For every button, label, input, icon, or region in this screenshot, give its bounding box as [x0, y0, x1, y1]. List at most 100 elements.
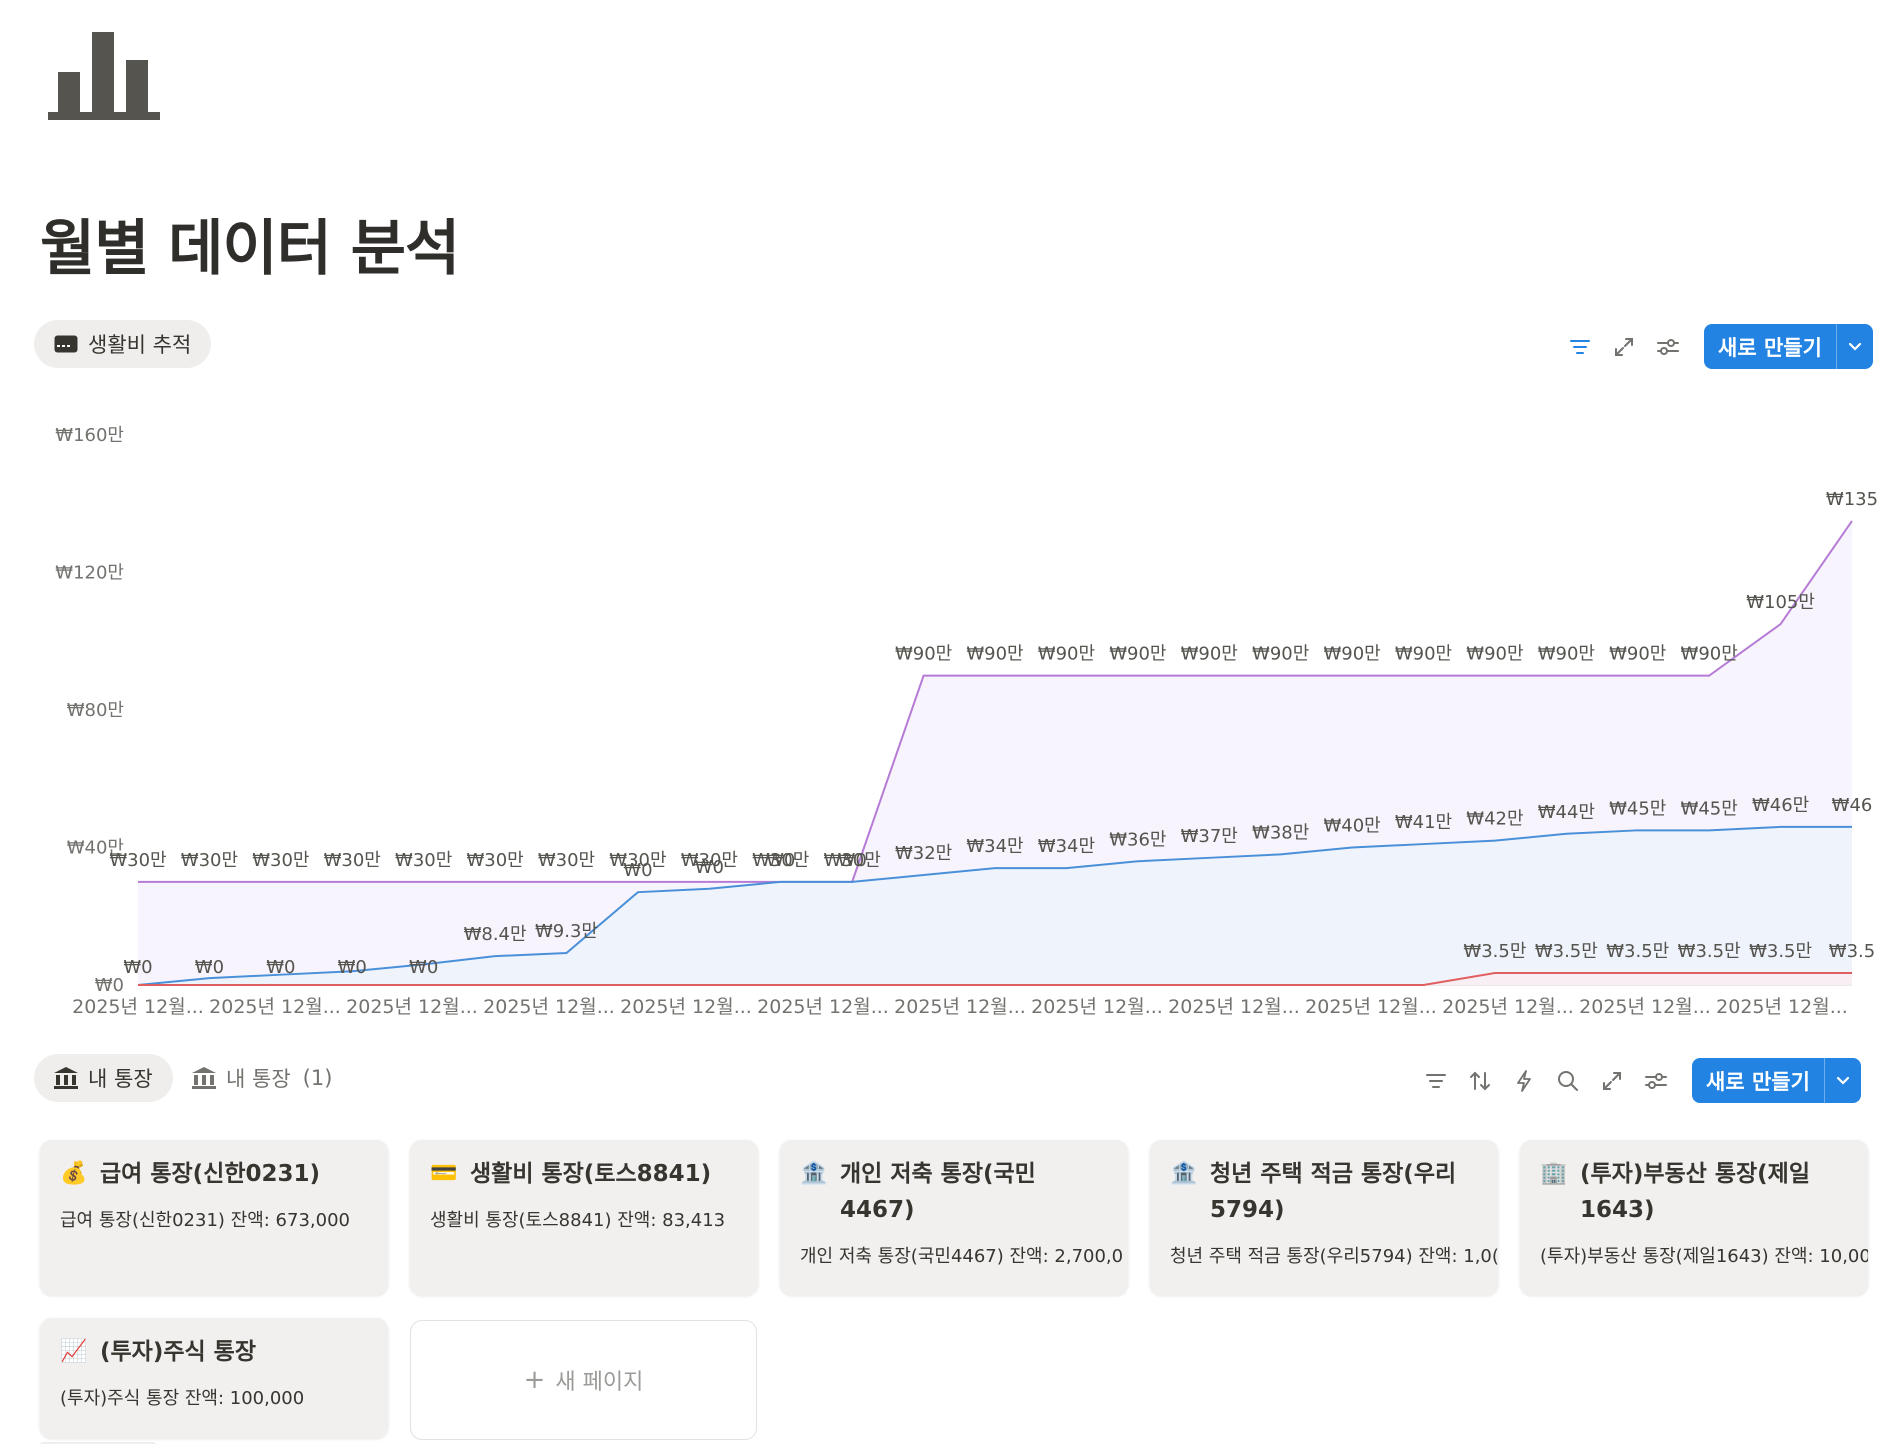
sort-icon[interactable] [1458, 1059, 1502, 1103]
data-label: ₩30만 [752, 850, 809, 871]
account-card[interactable]: 🏦 청년 주택 적금 통장(우리5794) 청년 주택 적금 통장(우리5794)… [1150, 1140, 1498, 1295]
data-label: ₩30만 [324, 850, 381, 871]
chart-increasing-icon: 📈 [60, 1339, 88, 1364]
data-label: ₩34만 [1038, 836, 1095, 857]
settings-sliders-icon[interactable] [1634, 1059, 1678, 1103]
data-label: ₩30만 [252, 850, 309, 871]
automation-bolt-icon[interactable] [1502, 1059, 1546, 1103]
data-label: ₩30만 [681, 850, 738, 871]
tab-my-account-2[interactable]: 내 통장 (1) [172, 1054, 352, 1102]
card-balance: 급여 통장(신한0231) 잔액: 673,000 [60, 1210, 350, 1231]
data-label: ₩90만 [1109, 644, 1166, 665]
data-label: ₩90만 [1038, 644, 1095, 665]
credit-card-icon [54, 335, 78, 353]
data-label: ₩30만 [538, 850, 595, 871]
y-tick-label: ₩0 [95, 975, 124, 996]
data-label: ₩3.5만 [1535, 941, 1598, 962]
data-label: ₩30만 [181, 850, 238, 871]
data-label: ₩105만 [1746, 592, 1815, 613]
tab-label: 생활비 추적 [88, 333, 192, 357]
card-title: 생활비 통장(토스8841) [470, 1161, 712, 1187]
data-label: ₩3.5만 [1606, 941, 1669, 962]
data-label: ₩42만 [1466, 809, 1523, 830]
card-title: (투자)주식 통장 [100, 1339, 256, 1365]
office-building-icon: 🏢 [1540, 1161, 1568, 1186]
tab-count: (1) [302, 1066, 333, 1090]
expand-icon[interactable] [1590, 1059, 1634, 1103]
card-title: 청년 주택 적금 통장(우리5794) [1210, 1161, 1457, 1223]
data-label: ₩3.5만 [1749, 941, 1812, 962]
card-balance: 생활비 통장(토스8841) 잔액: 83,413 [430, 1210, 726, 1231]
bank-icon [192, 1067, 216, 1089]
x-tick-label: 2025년 12월... [1716, 996, 1848, 1018]
x-tick-label: 2025년 12월... [1031, 996, 1163, 1018]
plus-icon: + [523, 1365, 546, 1395]
settings-sliders-icon[interactable] [1646, 325, 1690, 369]
new-button-label[interactable]: 새로 만들기 [1718, 335, 1822, 360]
data-label: ₩37만 [1181, 826, 1238, 847]
data-label: ₩0 [838, 850, 867, 871]
card-title: (투자)부동산 통장(제일1643) [1580, 1161, 1810, 1223]
data-label: ₩30만 [395, 850, 452, 871]
account-card[interactable]: 💰 급여 통장(신한0231) 급여 통장(신한0231) 잔액: 673,000 [40, 1140, 388, 1295]
card-balance: (투자)부동산 통장(제일1643) 잔액: 10,00 [1540, 1246, 1868, 1267]
account-card[interactable]: 📈 (투자)주식 통장 (투자)주식 통장 잔액: 100,000 [40, 1318, 388, 1438]
search-icon[interactable] [1546, 1059, 1590, 1103]
bank-icon [54, 1067, 78, 1089]
data-label: ₩90만 [895, 644, 952, 665]
data-label: ₩30만 [824, 850, 881, 871]
credit-card-icon: 💳 [430, 1161, 458, 1186]
data-label: ₩3.5만 [1463, 941, 1526, 962]
data-label: ₩30만 [609, 850, 666, 871]
data-label: ₩0 [195, 957, 224, 978]
x-tick-label: 2025년 12월... [346, 996, 478, 1018]
data-label: ₩135 [1826, 489, 1878, 510]
series-area-2 [138, 972, 1852, 985]
x-tick-label: 2025년 12월... [757, 996, 889, 1018]
new-button-label[interactable]: 새로 만들기 [1706, 1069, 1810, 1094]
bar-chart-icon [48, 32, 160, 120]
data-label: ₩36만 [1109, 829, 1166, 850]
x-tick-label: 2025년 12월... [1168, 996, 1300, 1018]
bank-icon: 🏦 [800, 1161, 828, 1186]
bank-icon: 🏦 [1170, 1161, 1198, 1186]
x-tick-label: 2025년 12월... [1442, 996, 1574, 1018]
card-balance: 청년 주택 적금 통장(우리5794) 잔액: 1,0( [1170, 1246, 1498, 1267]
chevron-down-icon[interactable] [1835, 324, 1873, 369]
data-label: ₩90만 [1538, 644, 1595, 665]
data-label: ₩40만 [1323, 816, 1380, 837]
chart-toolbar: 새로 만들기 [1558, 324, 1873, 369]
data-label: ₩44만 [1538, 802, 1595, 823]
data-label: ₩41만 [1395, 812, 1452, 833]
filter-icon[interactable] [1558, 325, 1602, 369]
chevron-down-icon[interactable] [1823, 1058, 1861, 1103]
data-label: ₩38만 [1252, 822, 1309, 843]
data-label: ₩46 [1832, 795, 1873, 816]
series-line-1 [137, 825, 1852, 986]
data-label: ₩9.3만 [535, 921, 598, 942]
data-label: ₩0 [266, 957, 295, 978]
data-label: ₩3.5만 [1678, 941, 1741, 962]
new-page-label: 새 페이지 [555, 1370, 644, 1395]
account-card[interactable]: 🏦 개인 저축 통장(국민4467) 개인 저축 통장(국민4467) 잔액: 2… [780, 1140, 1128, 1295]
y-tick-label: ₩120만 [55, 563, 124, 584]
expand-icon[interactable] [1602, 325, 1646, 369]
x-tick-label: 2025년 12월... [620, 996, 752, 1018]
tab-living-expense[interactable]: 생활비 추적 [34, 320, 212, 368]
tab-my-account[interactable]: 내 통장 [34, 1054, 173, 1102]
filter-icon[interactable] [1414, 1059, 1458, 1103]
card-title: 개인 저축 통장(국민4467) [840, 1161, 1036, 1223]
series-line-2 [138, 971, 1852, 986]
new-button[interactable]: 새로 만들기 [1692, 1058, 1861, 1103]
y-tick-label: ₩160만 [55, 425, 124, 446]
data-label: ₩90만 [1181, 644, 1238, 665]
y-tick-label: ₩40만 [67, 838, 124, 859]
data-label: ₩0 [695, 857, 724, 878]
tab-label: 내 통장 [226, 1067, 291, 1091]
new-button[interactable]: 새로 만들기 [1704, 324, 1873, 369]
account-card[interactable]: 🏢 (투자)부동산 통장(제일1643) (투자)부동산 통장(제일1643) 잔… [1520, 1140, 1868, 1295]
data-label: ₩90만 [1681, 644, 1738, 665]
account-card[interactable]: 💳 생활비 통장(토스8841) 생활비 통장(토스8841) 잔액: 83,41… [410, 1140, 758, 1295]
new-page-button[interactable]: + 새 페이지 [410, 1320, 757, 1440]
data-label: ₩30만 [109, 850, 166, 871]
